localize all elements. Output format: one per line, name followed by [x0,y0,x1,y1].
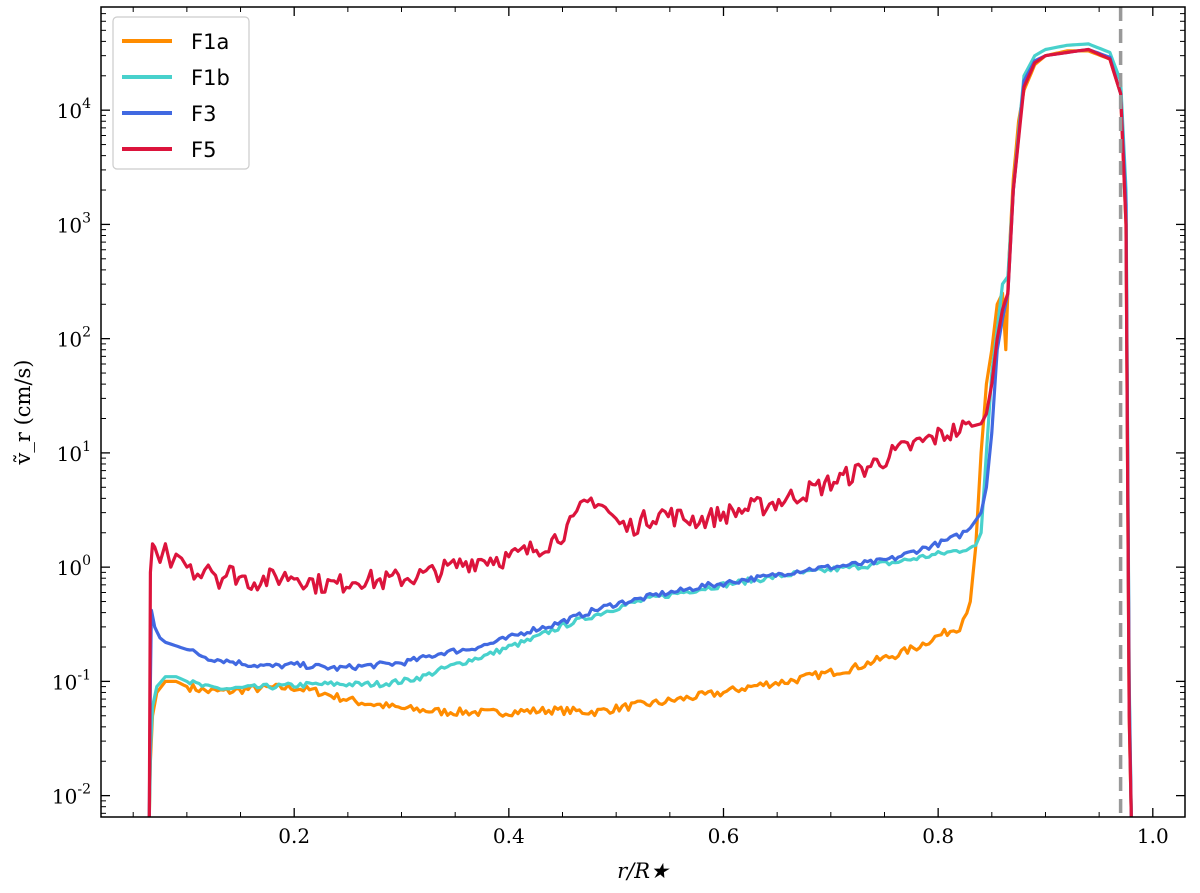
legend-label-f5: F5 [191,138,216,162]
axes-group: 0.2 0.4 0.6 0.8 1.0 10-2 10-1 100 101 102 103 104 [52,6,1186,848]
x-tick-label: 0.8 [922,824,954,848]
y-tick-label: 103 [57,210,91,237]
y-tick-label: 104 [57,96,91,123]
series-line-f5 [147,47,1133,817]
y-tick-label: 101 [57,439,91,466]
series-line-f1a [147,49,1133,817]
series-group [147,42,1133,817]
series-line-f1b [147,42,1133,817]
plot-frame [100,6,1186,818]
legend: F1a F1b F3 F5 [112,16,250,170]
y-tick-label: 102 [57,325,91,352]
x-tick-label: 0.6 [708,824,740,848]
legend-label-f1b: F1b [191,66,230,90]
series-line-f3 [147,47,1133,817]
legend-box [112,16,250,170]
y-tick-label: 100 [57,553,91,580]
y-tick-label: 10-2 [52,782,91,809]
legend-label-f1a: F1a [191,30,229,54]
y-axis-label: ṽ_r (cm/s) [11,360,35,466]
x-tick-label: 0.2 [278,824,310,848]
legend-label-f3: F3 [191,102,216,126]
x-tick-label: 0.4 [493,824,525,848]
y-tick-label: 10-1 [52,667,91,694]
x-tick-label: 1.0 [1137,824,1169,848]
x-axis-label: r/R★ [617,859,670,883]
